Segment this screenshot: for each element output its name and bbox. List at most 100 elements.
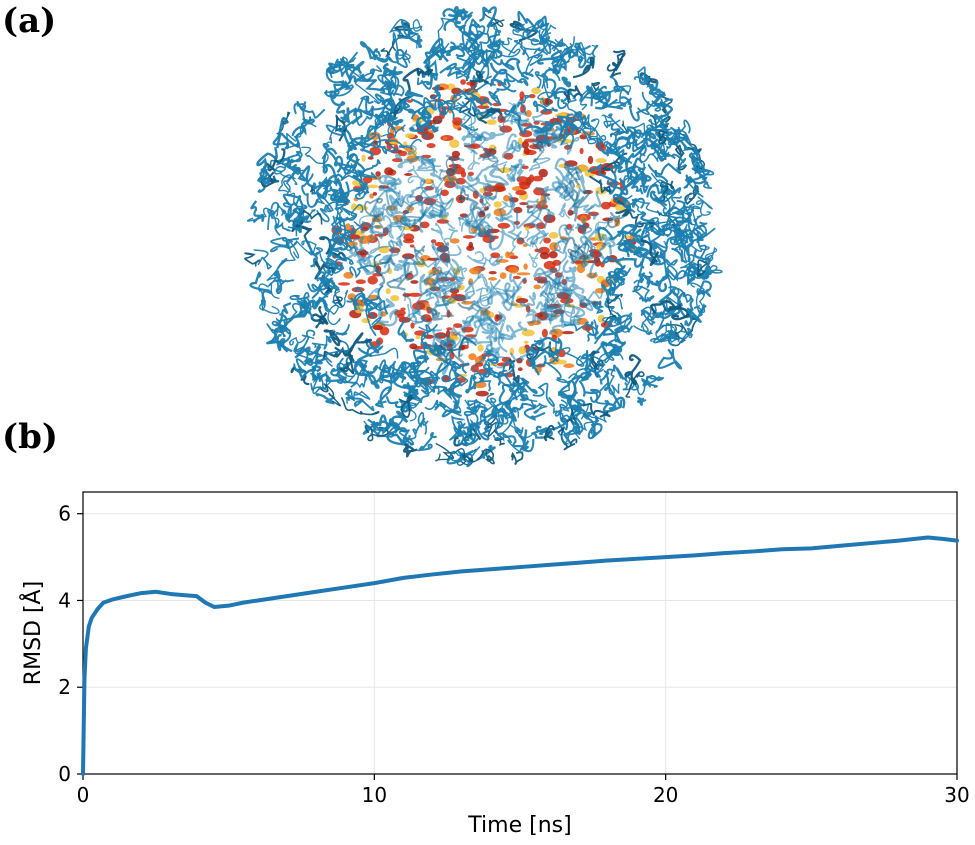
core-blob [488, 271, 497, 275]
ribbon-strand [282, 197, 301, 217]
core-blob [579, 147, 584, 155]
y-tick-label: 2 [58, 675, 71, 699]
ribbon-strand [361, 132, 381, 149]
ribbon-strand [380, 84, 405, 97]
ribbon-strand [665, 135, 688, 171]
core-blob [470, 364, 479, 373]
ribbon-strand [388, 18, 404, 55]
ribbon-strand [435, 170, 448, 197]
core-blob [595, 158, 607, 164]
ribbon-strand [274, 165, 298, 186]
ribbon-strand [471, 308, 494, 335]
ribbon-strand [644, 127, 659, 148]
core-blob [410, 322, 415, 329]
ribbon-strand [587, 124, 607, 141]
ribbon-strand [520, 23, 542, 46]
ribbon-strand [583, 239, 596, 257]
ribbon-strand [431, 308, 443, 321]
ribbon-strand [551, 276, 576, 293]
ribbon-strand [408, 117, 442, 140]
ribbon-strand [505, 133, 521, 152]
core-blob [369, 193, 374, 199]
ribbon-strand [538, 336, 563, 356]
ribbon-strand [469, 348, 490, 371]
ribbon-strand [531, 425, 553, 439]
ribbon-strand [553, 224, 575, 252]
ribbon-strand [473, 310, 507, 329]
ribbon-strand [397, 319, 415, 343]
ribbon-strand [586, 411, 603, 438]
ribbon-strand [323, 187, 339, 200]
ribbon-strand [599, 371, 623, 409]
core-blob [446, 327, 453, 331]
core-blob [337, 282, 351, 286]
plot-frame [82, 491, 958, 775]
ribbon-strand [385, 382, 419, 409]
ribbon-strand [270, 236, 291, 253]
ribbon-strand [323, 329, 342, 347]
ribbon-strand [600, 341, 620, 358]
x-axis-ticks: 0 10 20 30 [77, 774, 970, 807]
ribbon-strand [537, 42, 573, 59]
ribbon-strand [559, 136, 580, 155]
ribbon-strand [466, 177, 497, 200]
ribbon-strand [687, 272, 705, 285]
ribbon-strand [477, 144, 495, 162]
ribbon-strand [636, 396, 647, 406]
ribbon-strand [620, 234, 653, 245]
core-blob [538, 168, 548, 178]
core-blob [531, 87, 542, 94]
ribbon-strand [579, 369, 602, 380]
ribbon-strand [373, 257, 397, 286]
ribbon-strand [376, 139, 398, 155]
core-blob [409, 343, 418, 350]
ribbon-strand [565, 375, 586, 406]
ribbon-strand [556, 111, 583, 136]
core-blob [398, 150, 408, 157]
ribbon-strand [469, 70, 489, 84]
ribbon-strand [322, 302, 341, 326]
core-blob [521, 141, 530, 149]
ribbon-strand [456, 179, 484, 199]
ribbon-strand [458, 88, 482, 111]
ribbon-strand [456, 290, 474, 301]
ribbon-strand [283, 301, 311, 330]
core-blob [449, 139, 460, 149]
ribbon-strand [345, 388, 356, 404]
ribbon-strand [532, 141, 545, 163]
ribbon-strand [329, 90, 346, 115]
ribbon-strand [395, 195, 418, 208]
core-blob [512, 275, 521, 280]
ribbon-strand [449, 451, 471, 468]
ribbon-strand [607, 211, 627, 229]
ribbon-strand [249, 271, 273, 303]
ribbon-strand [618, 171, 645, 196]
ribbon-strand [596, 137, 628, 164]
ribbon-strand [443, 228, 458, 254]
ribbon-strand [534, 71, 549, 89]
ribbon-strand [485, 448, 495, 465]
core-blob [525, 225, 530, 231]
ribbon-strand [629, 246, 643, 258]
ribbon-strand [586, 319, 598, 337]
core-blob [372, 324, 384, 331]
rmsd-chart: 0 10 20 30 0 2 4 6 Time [ns] RMSD [Å] [19, 491, 970, 838]
ribbon-strand [492, 414, 505, 442]
ribbon-strand [416, 66, 434, 77]
y-tick-label: 6 [58, 502, 71, 526]
core-blob [517, 367, 523, 372]
ribbon-strand [637, 167, 652, 188]
ribbon-strand [647, 162, 682, 176]
ribbon-strand [465, 222, 488, 239]
ribbon-strand [526, 222, 547, 245]
core-blob [404, 133, 416, 139]
ribbon-strand [250, 200, 265, 224]
ribbon-strand [691, 156, 700, 175]
ribbon-strand [291, 118, 315, 137]
ribbon-strand [295, 240, 317, 256]
ribbon-strand [605, 264, 632, 286]
ribbon-strand [488, 90, 502, 106]
ribbon-strand [480, 194, 492, 209]
ribbon-strand [375, 110, 389, 129]
ribbon-strand [679, 327, 694, 341]
